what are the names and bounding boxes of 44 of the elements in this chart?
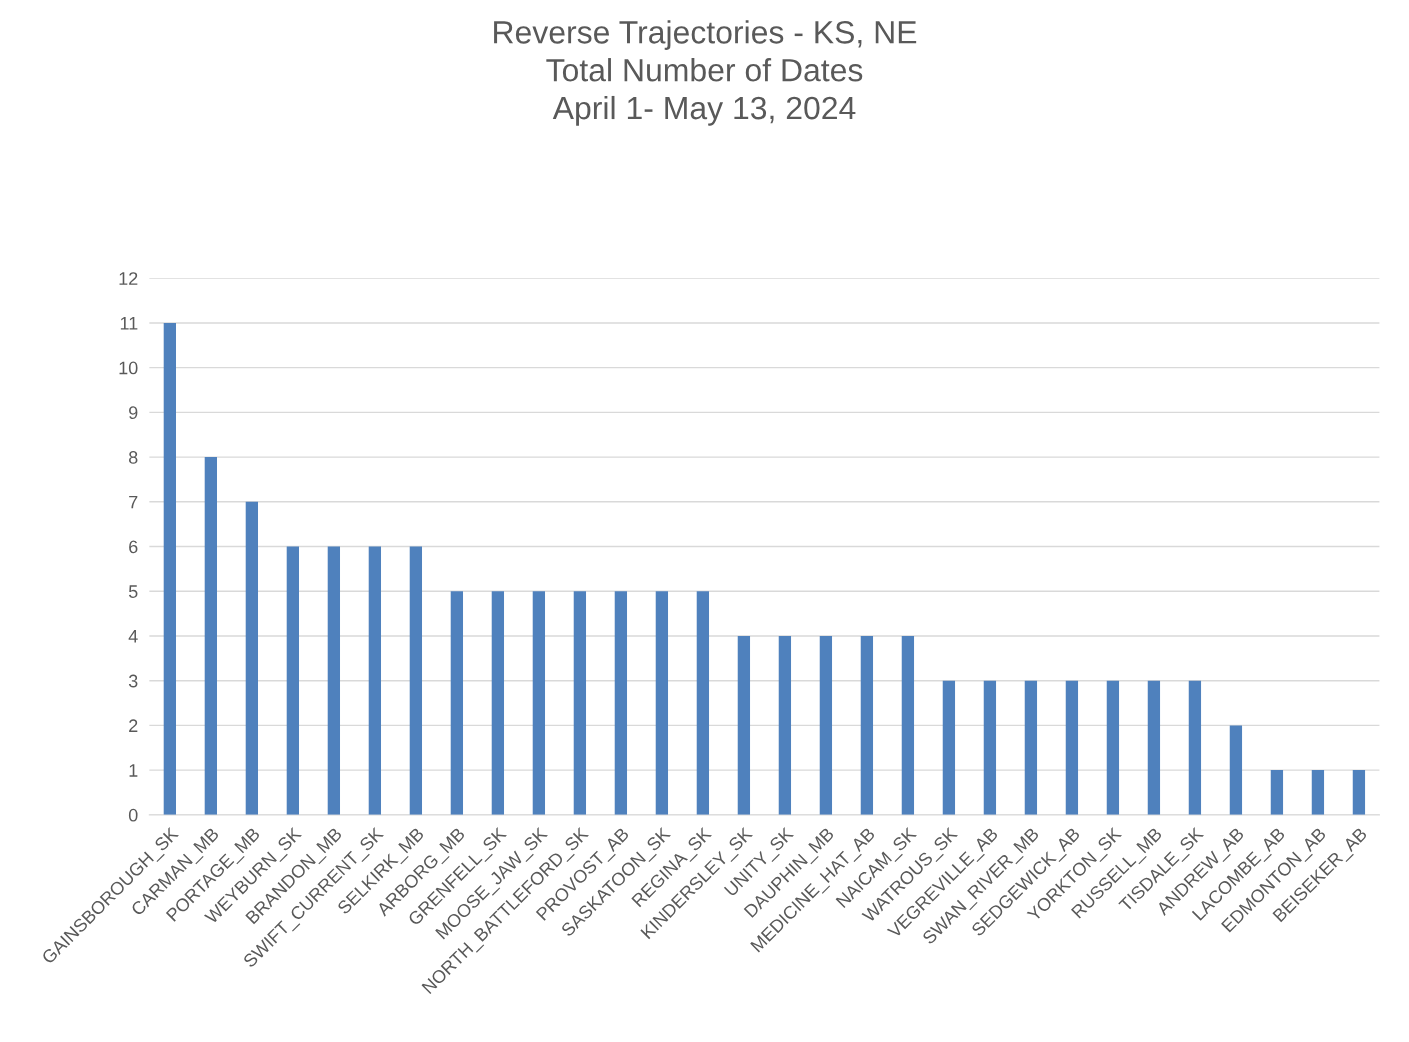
bar bbox=[1024, 680, 1038, 815]
bar bbox=[901, 635, 915, 815]
y-tick-label: 11 bbox=[120, 317, 138, 330]
y-tick-label: 9 bbox=[129, 406, 138, 420]
bar bbox=[204, 457, 218, 815]
bar bbox=[409, 546, 423, 815]
bar bbox=[327, 546, 341, 815]
bar bbox=[1065, 680, 1079, 815]
bar bbox=[450, 591, 464, 815]
bar bbox=[614, 591, 628, 815]
y-tick-label: 12 bbox=[119, 272, 138, 285]
y-tick-label: 10 bbox=[119, 361, 138, 375]
bar bbox=[573, 591, 587, 815]
y-tick-label: 6 bbox=[129, 540, 138, 554]
y-tick-label: 8 bbox=[128, 451, 138, 464]
bar bbox=[1352, 770, 1366, 815]
bar bbox=[696, 591, 710, 815]
y-tick-label: 5 bbox=[128, 585, 138, 598]
y-tick-label: 1 bbox=[129, 764, 138, 777]
bar bbox=[532, 591, 546, 815]
bar bbox=[1229, 725, 1243, 815]
bar bbox=[860, 635, 874, 815]
bar bbox=[737, 635, 751, 815]
y-tick-label: 3 bbox=[128, 674, 138, 688]
bar bbox=[1106, 680, 1120, 815]
y-tick-label: 2 bbox=[129, 719, 138, 732]
bar bbox=[1270, 770, 1284, 815]
bar bbox=[819, 635, 833, 815]
y-tick-label: 7 bbox=[129, 495, 138, 509]
y-tick-label: 0 bbox=[128, 808, 138, 822]
y-tick-label: 4 bbox=[128, 630, 138, 643]
chart-title: Reverse Trajectories - KS, NE Total Number of Dates April 1- May 13, 2024 bbox=[494, 20, 917, 126]
bar bbox=[942, 680, 956, 815]
bar bbox=[163, 322, 177, 815]
bar bbox=[286, 546, 300, 815]
bar bbox=[245, 501, 259, 815]
bar bbox=[983, 680, 997, 815]
bar bbox=[491, 591, 505, 815]
bar bbox=[1147, 680, 1161, 815]
bar bbox=[368, 546, 382, 815]
bar bbox=[655, 591, 669, 815]
bar bbox=[1188, 680, 1202, 815]
bar bbox=[1311, 770, 1325, 815]
bar bbox=[778, 635, 792, 815]
